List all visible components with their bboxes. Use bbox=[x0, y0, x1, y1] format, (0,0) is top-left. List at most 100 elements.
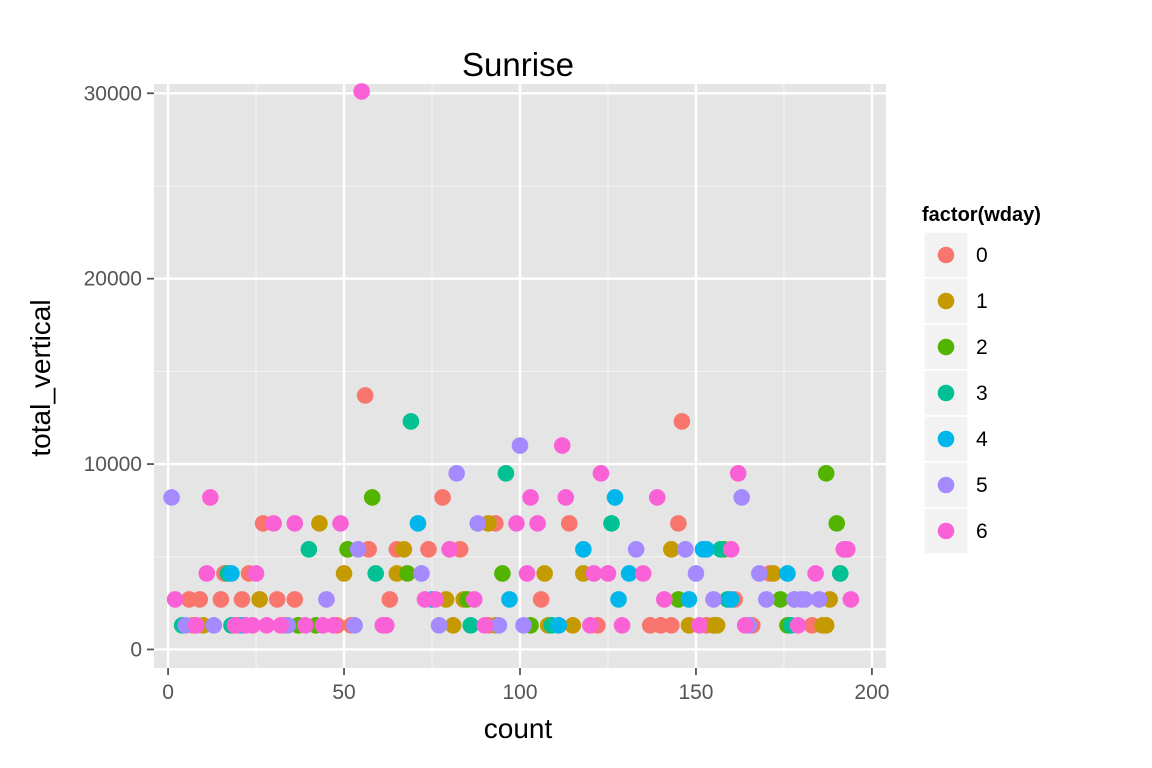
data-point bbox=[807, 565, 824, 582]
data-point bbox=[613, 617, 631, 634]
legend-label: 3 bbox=[976, 382, 988, 405]
data-point bbox=[377, 617, 395, 634]
y-axis-ticks: 0 10000 20000 30000 bbox=[84, 82, 154, 661]
data-point bbox=[698, 541, 715, 558]
legend-label: 2 bbox=[976, 336, 988, 359]
data-point bbox=[529, 515, 546, 532]
data-point bbox=[399, 565, 416, 582]
legend-label: 6 bbox=[976, 520, 988, 543]
data-point bbox=[318, 591, 335, 608]
legend-swatch bbox=[937, 430, 955, 448]
data-point bbox=[564, 617, 582, 634]
data-point bbox=[300, 541, 318, 558]
data-point bbox=[163, 489, 180, 506]
data-point bbox=[663, 617, 680, 634]
data-point bbox=[708, 617, 726, 634]
data-point bbox=[413, 565, 430, 582]
data-point bbox=[251, 591, 268, 608]
data-point bbox=[205, 617, 223, 634]
legend-label: 4 bbox=[976, 428, 988, 451]
data-point bbox=[663, 541, 680, 558]
data-point bbox=[497, 465, 515, 482]
data-point bbox=[592, 465, 610, 482]
data-point bbox=[518, 565, 536, 582]
data-point bbox=[367, 565, 385, 582]
data-point bbox=[191, 591, 209, 608]
data-point bbox=[402, 413, 420, 430]
data-point bbox=[465, 591, 483, 608]
data-point bbox=[441, 541, 458, 558]
data-point bbox=[332, 515, 349, 532]
data-point bbox=[842, 591, 860, 608]
data-point bbox=[353, 83, 370, 100]
data-point bbox=[420, 541, 437, 558]
y-tick-label: 0 bbox=[130, 638, 142, 661]
data-point bbox=[462, 617, 480, 634]
data-point bbox=[286, 515, 304, 532]
data-point bbox=[838, 541, 856, 558]
y-tick-label: 20000 bbox=[84, 268, 142, 291]
data-point bbox=[187, 617, 205, 634]
data-point bbox=[610, 591, 627, 608]
x-axis-label: count bbox=[484, 713, 553, 744]
data-point bbox=[258, 617, 275, 634]
legend-swatch bbox=[937, 522, 955, 540]
legend-label: 1 bbox=[976, 290, 988, 313]
x-axis-ticks: 0 50 100 150 200 bbox=[162, 668, 889, 704]
data-point bbox=[325, 617, 342, 634]
data-point bbox=[363, 489, 381, 506]
data-point bbox=[297, 617, 314, 634]
legend-swatch bbox=[937, 292, 955, 310]
legend-swatch bbox=[937, 246, 955, 264]
data-point bbox=[828, 515, 846, 532]
x-tick-label: 0 bbox=[162, 681, 174, 704]
legend: factor(wday) 0 1 2 3 4 5 6 bbox=[922, 204, 1041, 555]
data-point bbox=[620, 565, 638, 582]
data-point bbox=[286, 591, 304, 608]
data-points bbox=[163, 83, 860, 634]
data-point bbox=[212, 591, 230, 608]
data-point bbox=[670, 515, 687, 532]
data-point bbox=[575, 541, 592, 558]
data-point bbox=[550, 617, 568, 634]
data-point bbox=[722, 591, 740, 608]
data-point bbox=[536, 565, 553, 582]
data-point bbox=[677, 541, 694, 558]
data-point bbox=[244, 617, 261, 634]
data-point bbox=[796, 591, 814, 608]
data-point bbox=[448, 465, 465, 482]
data-point bbox=[817, 465, 835, 482]
data-point bbox=[634, 565, 652, 582]
data-point bbox=[430, 617, 448, 634]
data-point bbox=[434, 489, 451, 506]
data-point bbox=[772, 591, 789, 608]
data-point bbox=[272, 617, 289, 634]
legend-swatch bbox=[937, 476, 955, 494]
data-point bbox=[557, 489, 575, 506]
data-point bbox=[494, 565, 511, 582]
data-point bbox=[501, 591, 518, 608]
data-point bbox=[582, 617, 599, 634]
data-point bbox=[560, 515, 578, 532]
data-point bbox=[476, 617, 494, 634]
data-point bbox=[648, 489, 666, 506]
y-axis-label: total_vertical bbox=[25, 299, 56, 456]
data-point bbox=[627, 541, 645, 558]
data-point bbox=[409, 515, 427, 532]
data-point bbox=[680, 591, 698, 608]
data-point bbox=[606, 489, 624, 506]
data-point bbox=[758, 591, 775, 608]
data-point bbox=[729, 465, 747, 482]
legend-title: factor(wday) bbox=[922, 204, 1041, 226]
data-point bbox=[687, 565, 705, 582]
data-point bbox=[166, 591, 184, 608]
data-point bbox=[733, 489, 751, 506]
data-point bbox=[511, 437, 529, 454]
data-point bbox=[751, 565, 768, 582]
data-point bbox=[395, 541, 413, 558]
data-point bbox=[311, 515, 328, 532]
legend-swatch bbox=[937, 338, 955, 356]
data-point bbox=[810, 591, 828, 608]
data-point bbox=[247, 565, 265, 582]
